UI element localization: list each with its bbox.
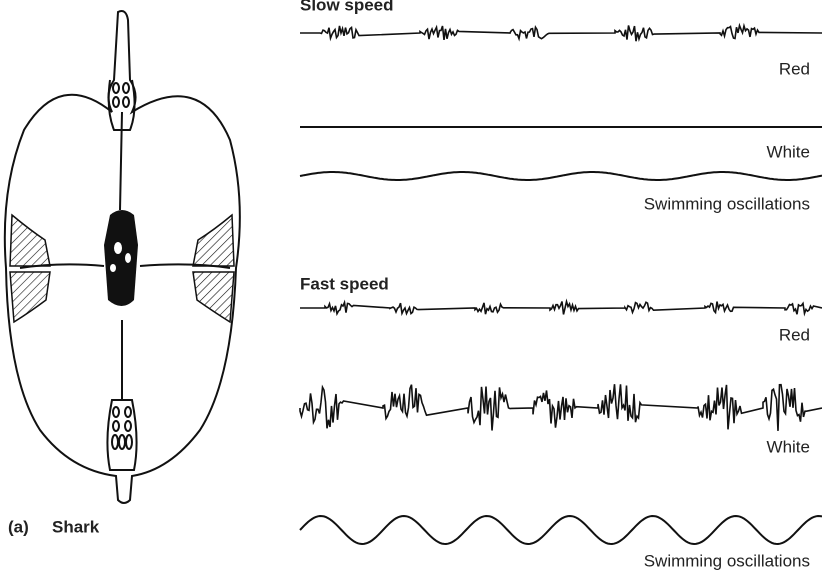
panel-name: Shark bbox=[52, 517, 100, 536]
row-label: White bbox=[767, 142, 810, 161]
trace-title: Slow speed bbox=[300, 0, 394, 14]
row-label: Red bbox=[779, 59, 810, 78]
shark-section bbox=[3, 10, 241, 504]
row-label: Swimming oscillations bbox=[644, 551, 810, 570]
emg-trace bbox=[300, 298, 822, 317]
row-label: Red bbox=[779, 325, 810, 344]
oscillation-trace bbox=[299, 171, 822, 181]
panel-label: (a) bbox=[8, 517, 29, 536]
oscillation-trace bbox=[299, 514, 822, 546]
trace-title: Fast speed bbox=[300, 274, 389, 293]
emg-trace bbox=[299, 383, 822, 431]
row-label: White bbox=[767, 437, 810, 456]
row-label: Swimming oscillations bbox=[644, 194, 810, 213]
emg-trace bbox=[300, 22, 822, 43]
